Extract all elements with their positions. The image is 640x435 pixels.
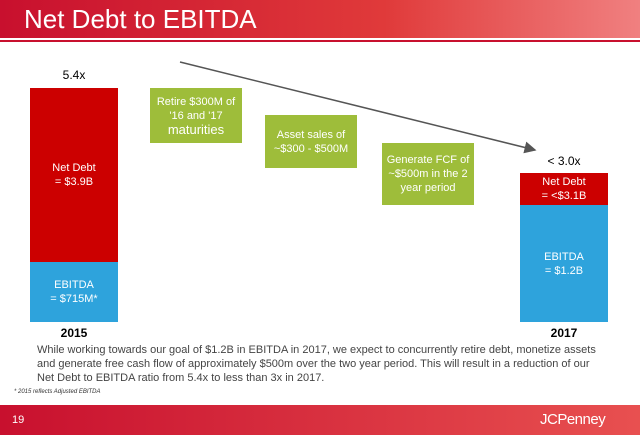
segment-label: = $3.9B (54, 176, 94, 188)
segment-label: = $715M* (50, 293, 98, 305)
header-band (0, 0, 640, 38)
segment-label: EBITDA (54, 279, 94, 291)
segment-label: = <$3.1B (541, 190, 587, 202)
segment-label: Net Debt (542, 176, 586, 188)
body-text: While working towards our goal of $1.2B … (37, 344, 596, 384)
step-line: maturities (167, 121, 225, 137)
net-debt-segment: Net Debt = <$3.1B (520, 173, 608, 205)
net-debt-segment: Net Debt = $3.9B (30, 88, 118, 262)
ratio-label: 5.4x (62, 68, 86, 82)
ebitda-segment: EBITDA = $715M* (30, 262, 118, 322)
step-line: ~$300 - $500M (273, 142, 349, 155)
segment-label: Net Debt (52, 162, 96, 174)
brand: JCPenney (540, 411, 606, 428)
step-line: ~$500m in the 2 (388, 168, 468, 180)
segment-label: EBITDA (544, 250, 584, 263)
step-box: Generate FCF of ~$500m in the 2 year per… (382, 143, 474, 205)
footer-band (0, 405, 640, 435)
step-box: Retire $300M of '16 and '17 maturities (150, 88, 242, 143)
page-number: 19 (12, 414, 25, 426)
rule (0, 40, 640, 42)
step-line: year period (400, 182, 456, 194)
step-line: Generate FCF of (386, 154, 470, 166)
ebitda-segment: EBITDA = $1.2B (520, 205, 608, 322)
segment-label: = $1.2B (544, 264, 584, 277)
step-line: Asset sales of (276, 128, 346, 141)
year-label: 2017 (550, 326, 578, 340)
title: Net Debt to EBITDA (24, 4, 257, 34)
step-line: Retire $300M of (156, 95, 236, 108)
step-box: Asset sales of ~$300 - $500M (265, 115, 357, 168)
year-label: 2015 (60, 326, 88, 340)
footnote: * 2015 reflects Adjusted EBITDA (14, 389, 101, 395)
ratio-label: < 3.0x (547, 154, 581, 168)
step-line: '16 and '17 (169, 109, 223, 122)
